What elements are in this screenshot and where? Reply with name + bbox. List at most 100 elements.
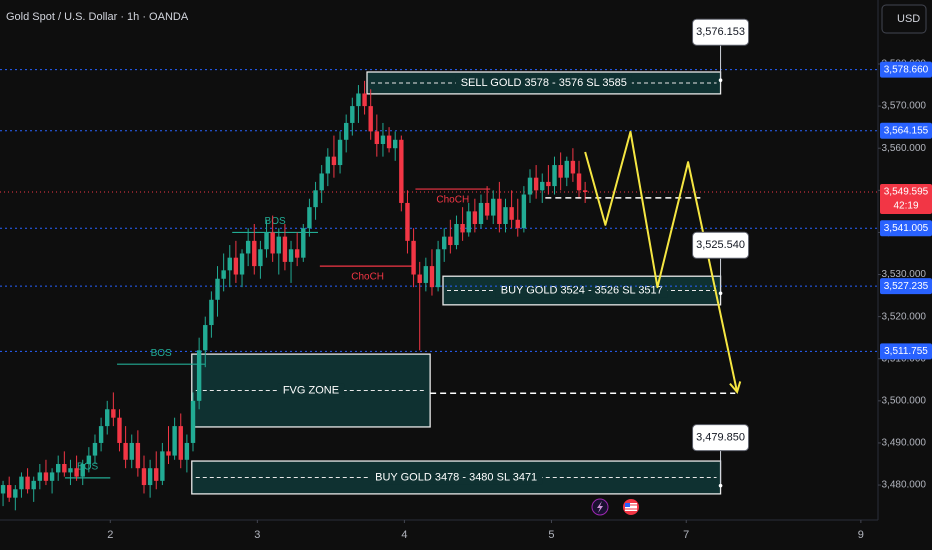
candle-body <box>313 190 318 208</box>
candle-body <box>515 219 520 229</box>
candle-body <box>325 156 331 174</box>
candle-body <box>319 173 324 191</box>
candle-body <box>380 135 386 144</box>
candle-body <box>356 93 361 107</box>
candle-body <box>386 135 392 149</box>
candle-body <box>221 270 226 279</box>
price-line-tag <box>880 343 932 360</box>
callout-label: 3,525.540 <box>696 239 745 251</box>
callout-anchor <box>718 483 723 488</box>
candle-body <box>252 240 257 267</box>
candle-body <box>460 224 465 233</box>
candle-body <box>472 211 478 224</box>
event-icon-glyph <box>597 501 603 513</box>
price-line-tag <box>880 61 932 78</box>
candle-body <box>288 249 294 262</box>
candle-body <box>98 426 104 443</box>
current-price-label: 3,549.595 <box>884 187 929 198</box>
zone-label-bg <box>455 75 632 90</box>
candle-body <box>552 165 557 187</box>
x-tick-label: 5 <box>548 529 554 541</box>
candle-body <box>203 325 208 351</box>
candle-body <box>245 240 251 254</box>
candle-body <box>405 202 410 241</box>
zone-label-bg <box>370 470 543 485</box>
candle-body <box>209 299 214 326</box>
candle-body <box>546 181 551 187</box>
candle-body <box>582 190 588 192</box>
candle-body <box>239 253 245 275</box>
callout-box <box>692 231 750 259</box>
structure-label: BOS <box>77 462 98 473</box>
structure-label: ChoCH <box>436 195 469 206</box>
candle-body <box>147 468 153 486</box>
candle-body <box>466 211 471 233</box>
candle-body <box>233 257 239 275</box>
candle-body <box>392 139 398 149</box>
lines: BOS BOS BOS ChoCH ChoCH <box>0 69 878 479</box>
candle-body <box>190 400 196 443</box>
candle-body <box>74 468 79 477</box>
overlays: 3,576.153 3,525.540 3,479.850 <box>430 18 750 488</box>
y-tick-label: 3,500.000 <box>882 395 927 406</box>
candle-body <box>184 442 190 460</box>
candle-body <box>540 181 545 191</box>
candle-body <box>429 266 435 288</box>
candle-body <box>172 426 177 456</box>
candle-body <box>92 442 98 456</box>
candle-body <box>80 464 85 477</box>
candle-body <box>258 249 263 267</box>
candle-body <box>454 224 459 246</box>
candle-body <box>350 106 355 123</box>
candle-body <box>564 160 569 178</box>
candle-body <box>111 409 116 418</box>
candle-body <box>68 468 73 473</box>
structure-label: ChoCH <box>351 272 384 283</box>
candle-body <box>123 442 128 460</box>
candles <box>0 80 588 511</box>
candle-body <box>227 257 232 271</box>
price-line-label: 3,541.005 <box>884 223 929 234</box>
x-tick-label: 2 <box>107 529 113 541</box>
projection-arrowhead <box>729 381 742 395</box>
currency-label[interactable]: USD <box>897 13 920 25</box>
candle-body <box>411 240 416 275</box>
candle-body <box>215 278 220 300</box>
candle-body <box>448 236 453 246</box>
price-line-tag <box>880 220 932 237</box>
x-tick-label: 7 <box>683 529 689 541</box>
candle-body <box>343 122 349 140</box>
candle-body <box>166 451 171 456</box>
candle-body <box>19 476 24 490</box>
candle-body <box>484 202 490 216</box>
candle-body <box>86 455 92 464</box>
candle-body <box>49 472 55 481</box>
zone-label-bg <box>277 383 345 398</box>
candle-body <box>105 409 110 427</box>
zone-label-bg <box>495 283 668 298</box>
candle-body <box>117 417 122 443</box>
candle-body <box>196 350 202 401</box>
candle-body <box>521 194 527 229</box>
callout-label: 3,576.153 <box>696 26 745 38</box>
y-tick-label: 3,530.000 <box>882 269 927 280</box>
candle-body <box>368 106 373 132</box>
candle-body <box>141 468 147 486</box>
price-line-label: 3,511.755 <box>884 346 928 357</box>
currency-button[interactable] <box>881 4 927 34</box>
y-tick-label: 3,490.000 <box>882 438 927 449</box>
candle-body <box>56 464 61 473</box>
candle-body <box>135 442 141 469</box>
zone-label: BUY GOLD 3524 - 3526 SL 3517 <box>501 284 663 296</box>
candle-body <box>6 485 12 498</box>
candle-body <box>154 468 159 481</box>
candle-body <box>374 131 380 144</box>
candle-body <box>527 177 533 195</box>
candle-body <box>417 274 422 283</box>
callout-anchor <box>718 291 723 296</box>
candle-body <box>276 236 281 254</box>
price-line-tag <box>880 122 932 139</box>
candle-body <box>478 202 484 224</box>
price-line-label: 3,578.660 <box>884 64 929 75</box>
